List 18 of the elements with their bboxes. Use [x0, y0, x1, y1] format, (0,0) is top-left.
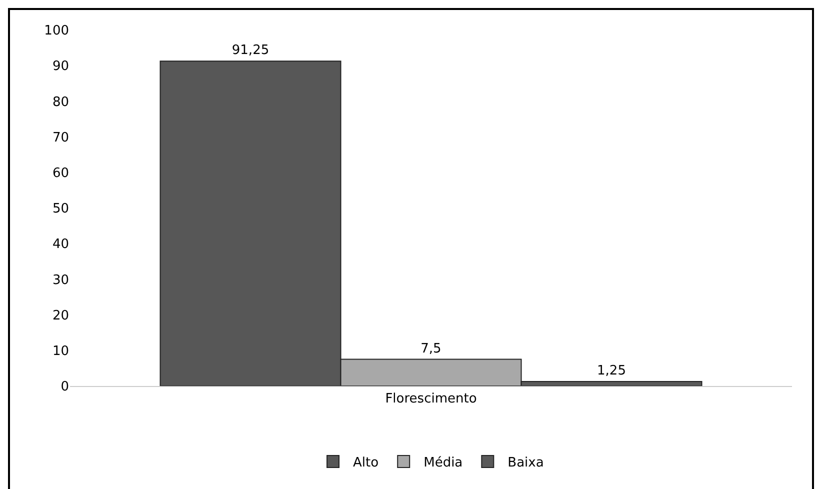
legend-label: Média — [424, 456, 463, 471]
y-tick-label: 30 — [52, 272, 69, 288]
legend-label: Alto — [353, 456, 379, 471]
y-tick-label: 100 — [44, 24, 69, 39]
y-tick-label: 10 — [52, 344, 69, 359]
data-label: 91,25 — [232, 43, 270, 58]
y-tick-label: 20 — [52, 308, 69, 324]
x-tick-label: Florescimento — [385, 392, 477, 407]
y-tick-label: 40 — [52, 237, 69, 252]
y-tick-label: 0 — [60, 380, 69, 395]
data-label: 1,25 — [597, 364, 626, 379]
legend-label: Baixa — [508, 456, 544, 471]
y-tick-label: 80 — [52, 94, 69, 110]
y-tick-label: 60 — [52, 166, 69, 181]
data-label: 7,5 — [420, 341, 442, 356]
y-tick-label: 50 — [52, 202, 69, 217]
y-tick-label: 70 — [52, 130, 69, 146]
y-tick-label: 90 — [52, 59, 69, 74]
